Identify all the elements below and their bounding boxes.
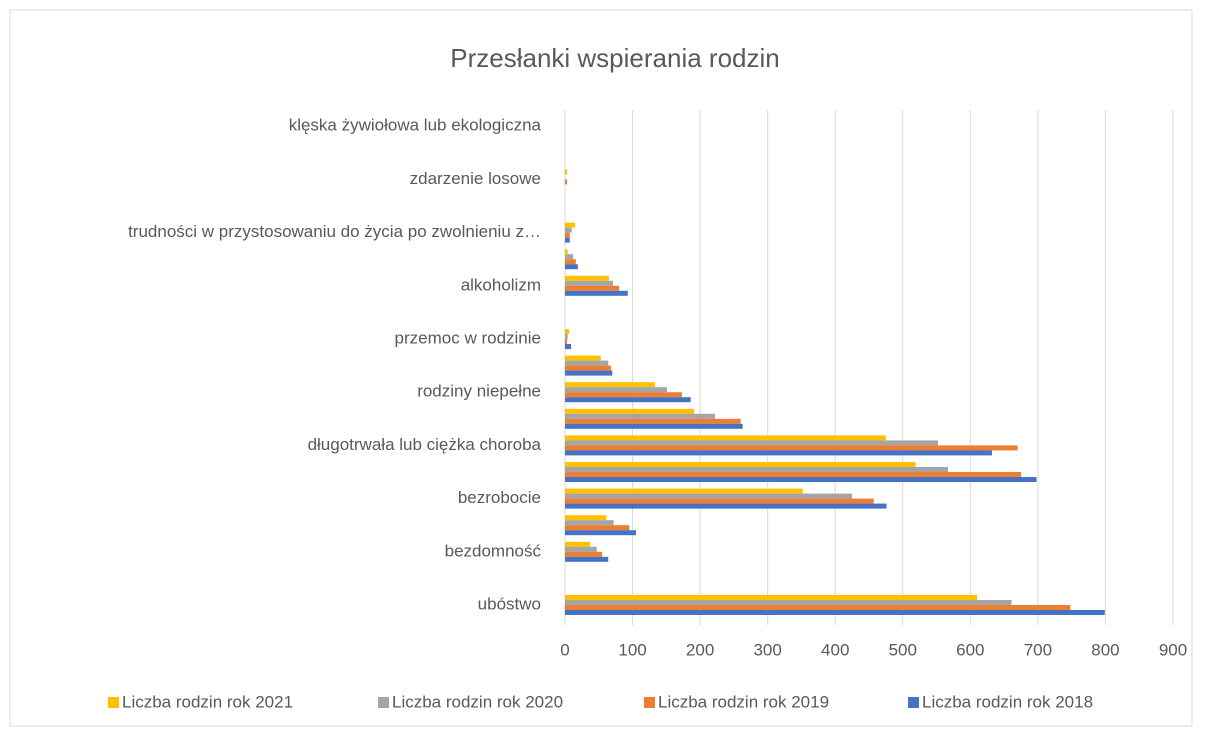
y-tick-label: bezrobocie (458, 488, 541, 507)
bar (565, 264, 578, 270)
bar (565, 339, 568, 344)
bar (565, 334, 568, 339)
bar (565, 600, 1012, 605)
legend-label: Liczba rodzin rok 2021 (122, 692, 293, 711)
legend-swatch (378, 697, 389, 708)
bar (565, 477, 1037, 482)
y-tick-label: trudności w przystosowaniu do życia po z… (128, 222, 541, 241)
bar (565, 275, 609, 281)
bar (565, 541, 590, 547)
bar (565, 329, 570, 334)
x-tick-label: 600 (956, 640, 984, 659)
legend-swatch (644, 697, 655, 708)
bar (565, 435, 886, 441)
bar (565, 249, 568, 255)
bar (565, 530, 636, 536)
bar (565, 355, 601, 361)
bar (565, 503, 887, 509)
y-tick-label: rodziny niepełne (417, 382, 541, 401)
legend-label: Liczba rodzin rok 2020 (392, 692, 563, 711)
bar (565, 397, 691, 403)
y-tick-label: ubóstwo (478, 594, 541, 613)
bar (565, 237, 570, 243)
bar (565, 232, 570, 238)
bar (565, 515, 607, 521)
bar (565, 605, 1071, 610)
bar (565, 344, 572, 349)
bar (565, 360, 609, 366)
legend-label: Liczba rodzin rok 2018 (922, 692, 1093, 711)
bar (565, 423, 743, 429)
bar (565, 445, 1018, 451)
x-tick-label: 500 (889, 640, 917, 659)
chart-title: Przesłanki wspierania rodzin (450, 43, 779, 73)
bar (565, 387, 668, 393)
bar (565, 392, 682, 398)
bar (565, 254, 574, 260)
bar (565, 179, 568, 185)
bar (565, 222, 576, 228)
bar (565, 227, 572, 233)
bar (565, 595, 978, 600)
y-tick-label: bezdomność (445, 541, 542, 560)
bar (565, 493, 853, 499)
bar (565, 551, 603, 557)
bar (565, 488, 803, 494)
bar (565, 610, 1105, 615)
bar (565, 556, 609, 562)
bar (565, 520, 614, 526)
bar (565, 525, 630, 531)
bar (565, 418, 741, 424)
bar (565, 382, 655, 388)
bar (565, 546, 597, 552)
bar (565, 259, 576, 265)
x-tick-label: 300 (753, 640, 781, 659)
bar (565, 280, 613, 286)
x-tick-label: 400 (821, 640, 849, 659)
bar (565, 440, 938, 446)
bar (565, 365, 611, 371)
legend-swatch (908, 697, 919, 708)
x-tick-label: 900 (1159, 640, 1187, 659)
bar (565, 462, 916, 467)
bar (565, 467, 949, 472)
bar (565, 450, 992, 456)
bar (565, 413, 715, 419)
legend-label: Liczba rodzin rok 2019 (658, 692, 829, 711)
x-tick-label: 200 (686, 640, 714, 659)
y-tick-label: przemoc w rodzinie (395, 328, 541, 347)
bar (565, 408, 695, 414)
bar (565, 370, 613, 376)
x-tick-label: 0 (560, 640, 569, 659)
bar (565, 285, 620, 291)
x-tick-label: 100 (618, 640, 646, 659)
bar (565, 472, 1021, 477)
y-tick-label: długotrwała lub ciężka choroba (308, 435, 542, 454)
y-tick-label: klęska żywiołowa lub ekologiczna (289, 116, 542, 135)
bar (565, 498, 874, 504)
legend-swatch (108, 697, 119, 708)
bar (565, 290, 628, 296)
x-tick-label: 800 (1091, 640, 1119, 659)
bar (565, 169, 568, 175)
y-tick-label: zdarzenie losowe (410, 169, 541, 188)
y-tick-label: alkoholizm (461, 275, 541, 294)
x-tick-label: 700 (1024, 640, 1052, 659)
